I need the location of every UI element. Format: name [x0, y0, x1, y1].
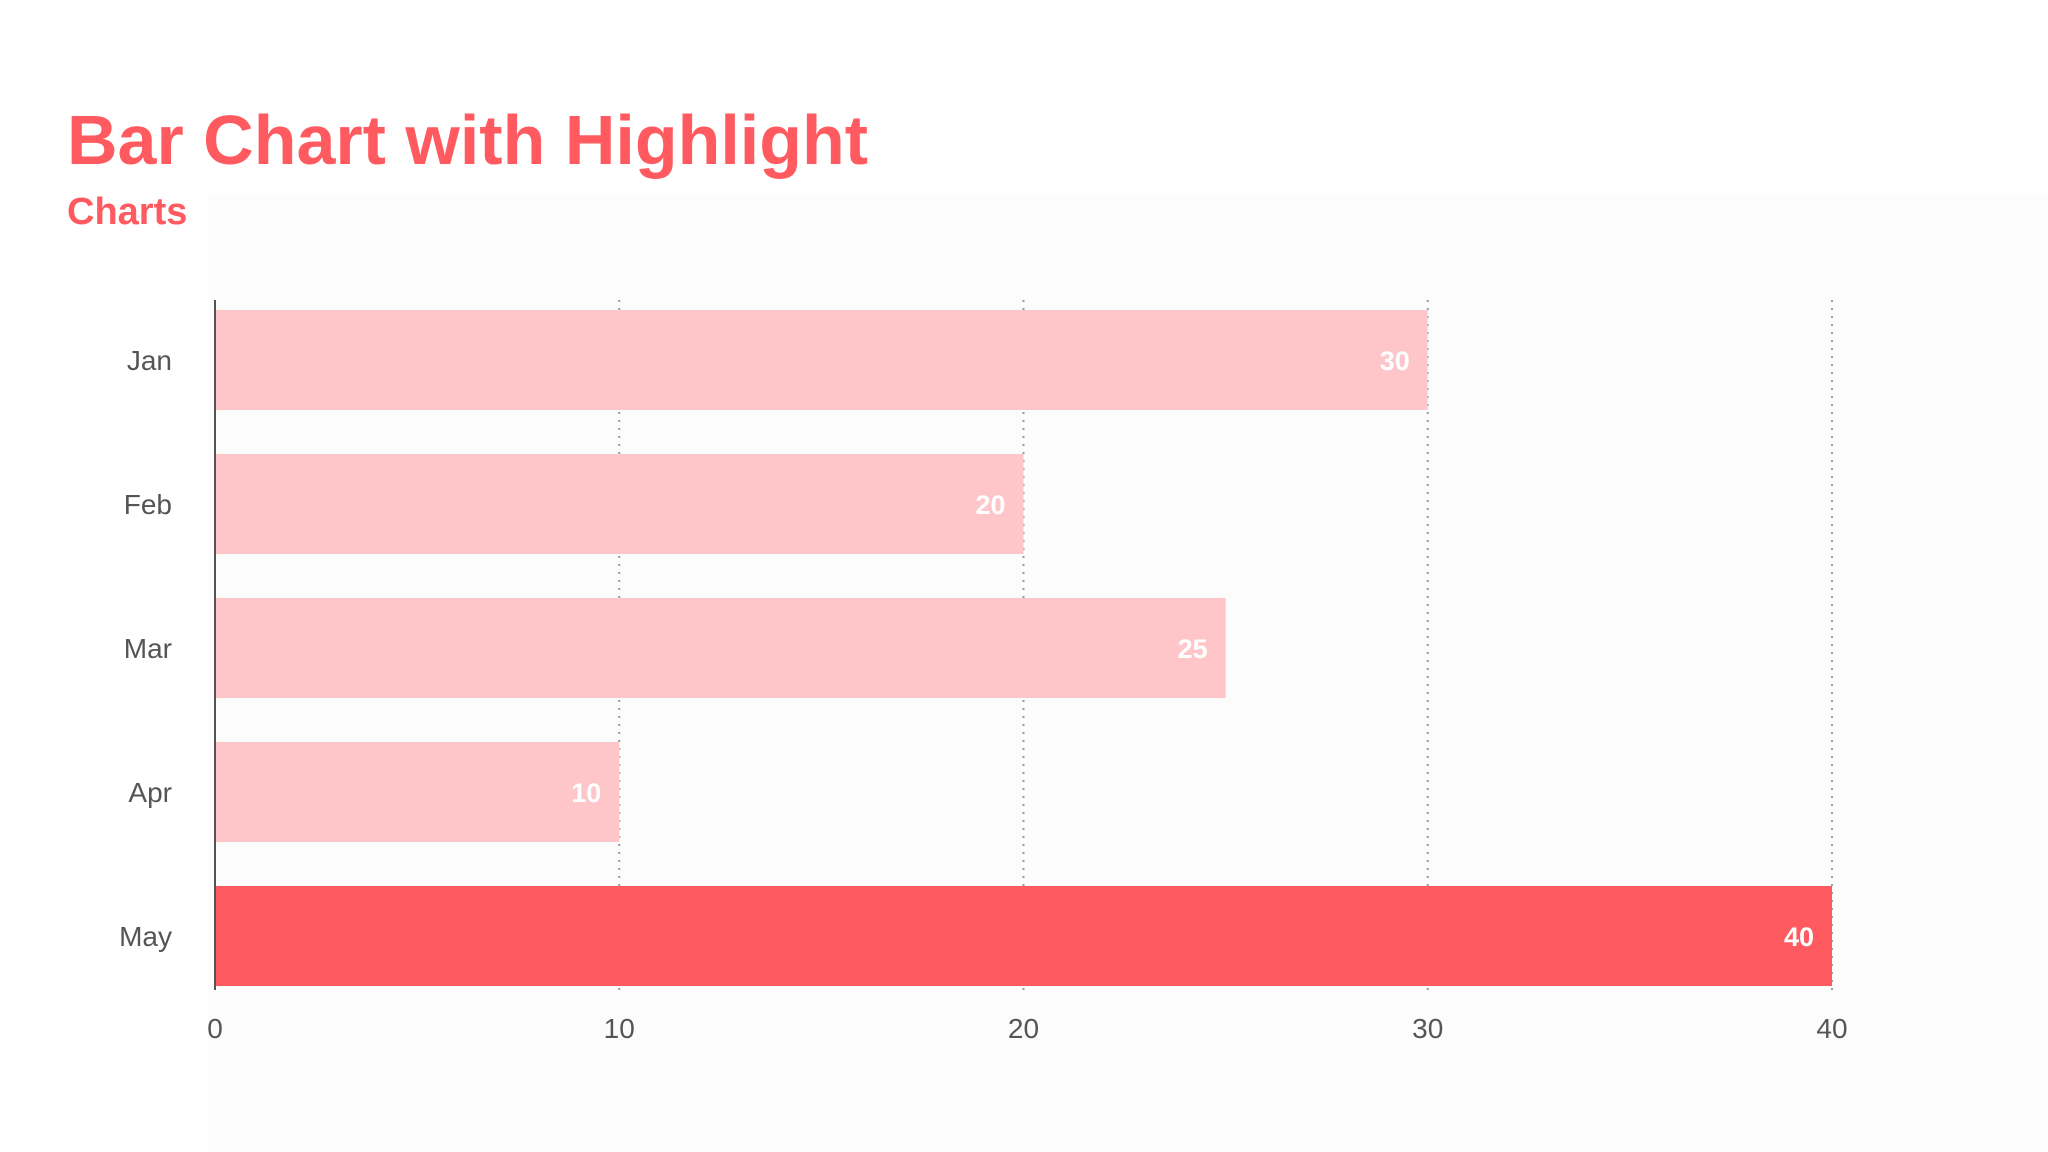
category-label: Apr — [128, 777, 172, 808]
bar — [215, 454, 1024, 554]
x-tick-label: 0 — [207, 1013, 223, 1044]
labels: Jan 30 Feb 20 Mar 25 Apr 10 May 40 0 10 20 30 40 — [119, 345, 1847, 1044]
page-subtitle: Charts — [67, 191, 188, 233]
x-tick-label: 30 — [1412, 1013, 1443, 1044]
value-label: 30 — [1380, 346, 1410, 376]
bar — [215, 742, 620, 842]
x-tick-label: 20 — [1008, 1013, 1039, 1044]
bar — [215, 598, 1226, 698]
bar-highlight — [215, 886, 1832, 986]
value-label: 20 — [975, 490, 1005, 520]
bars — [215, 310, 1832, 986]
value-label: 25 — [1178, 634, 1208, 664]
x-tick-label: 40 — [1816, 1013, 1847, 1044]
category-label: Jan — [127, 345, 172, 376]
x-tick-label: 10 — [604, 1013, 635, 1044]
category-label: Mar — [124, 633, 172, 664]
category-label: Feb — [124, 489, 172, 520]
bar — [215, 310, 1428, 410]
category-label: May — [119, 921, 172, 952]
value-label: 10 — [571, 778, 601, 808]
value-label: 40 — [1784, 922, 1814, 952]
page-title: Bar Chart with Highlight — [67, 101, 869, 179]
